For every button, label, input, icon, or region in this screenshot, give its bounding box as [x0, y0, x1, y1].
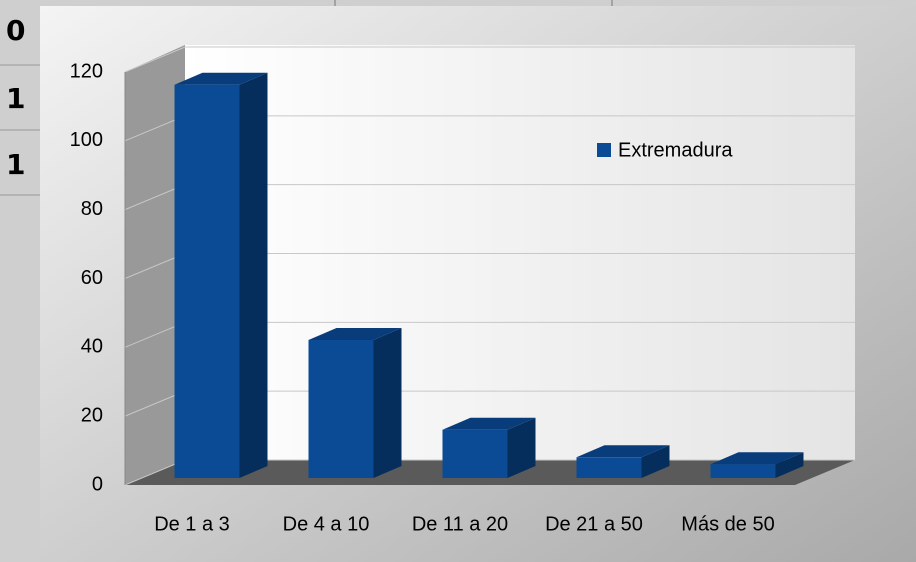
x-tick-label: De 1 a 3	[154, 513, 230, 535]
y-tick-label: 60	[81, 267, 103, 289]
bar-top	[442, 417, 536, 430]
bar	[308, 340, 374, 478]
y-tick-label: 80	[81, 198, 103, 220]
x-tick-label: Más de 50	[681, 513, 774, 535]
bar-side	[775, 452, 804, 478]
bar-top	[576, 445, 670, 458]
bar	[174, 84, 240, 478]
back-wall	[185, 45, 855, 460]
y-tick-label: 40	[81, 336, 103, 358]
bar	[576, 457, 642, 478]
y-tick-label: 0	[92, 473, 103, 495]
bar	[710, 464, 776, 478]
x-tick-label: De 21 a 50	[545, 513, 643, 535]
bar-top	[710, 452, 804, 465]
bar-side	[239, 72, 268, 478]
legend-label: Extremadura	[618, 139, 733, 161]
y-tick-label: 120	[70, 60, 103, 82]
x-tick-label: De 4 a 10	[283, 513, 370, 535]
grid-line	[124, 46, 855, 73]
side-wall	[125, 45, 185, 485]
x-tick-label: De 11 a 20	[412, 513, 508, 535]
bar-top	[308, 328, 402, 340]
y-tick-label: 100	[70, 129, 103, 151]
legend-swatch	[597, 143, 611, 157]
bar-top	[174, 72, 268, 85]
bar-side	[641, 445, 670, 478]
bar	[442, 429, 508, 478]
table-cell: 0	[6, 14, 25, 47]
table-cell: 1	[6, 148, 25, 181]
y-tick-label: 20	[81, 404, 103, 426]
table-cell: 1	[6, 82, 25, 115]
bar-side	[373, 328, 402, 478]
bar-side	[507, 417, 536, 478]
